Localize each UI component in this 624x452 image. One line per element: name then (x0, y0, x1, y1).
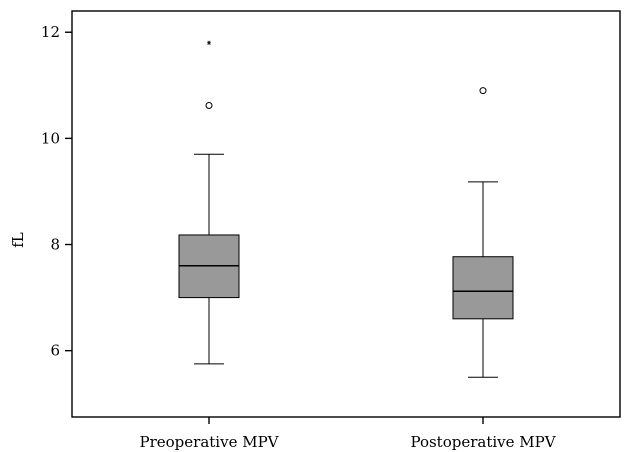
y-axis-title: fL (9, 232, 27, 248)
iqr-box (452, 256, 514, 320)
x-tick-label: Preoperative MPV (140, 433, 280, 451)
y-tick-label: 6 (50, 342, 60, 360)
plot-frame (71, 10, 621, 418)
y-tick-label: 10 (41, 129, 60, 147)
box-series (178, 40, 514, 378)
x-axis-ticks: Preoperative MPV Postoperative MPV (140, 417, 557, 451)
y-tick-label: 8 (50, 236, 60, 254)
x-tick-label: Postoperative MPV (410, 433, 556, 451)
box-preoperative (178, 40, 240, 365)
box-postoperative (452, 87, 514, 378)
extreme-point-d2 (207, 40, 211, 46)
outlier-point (479, 87, 487, 95)
y-tick-label: 12 (41, 23, 60, 41)
outlier-point (205, 101, 213, 109)
y-axis-ticks: 6 8 10 12 (41, 23, 72, 360)
